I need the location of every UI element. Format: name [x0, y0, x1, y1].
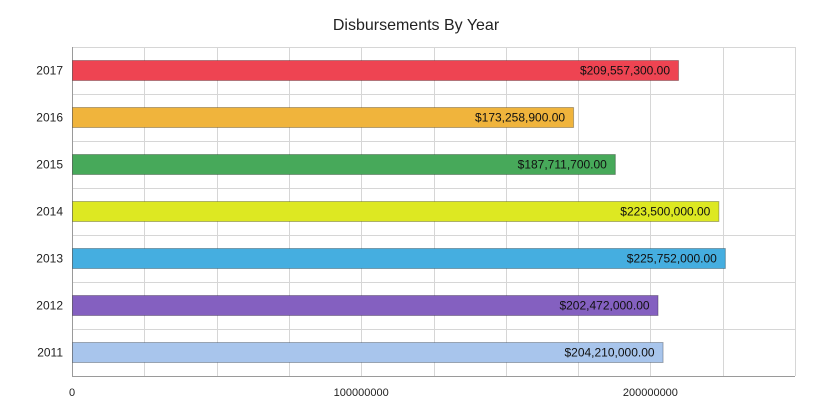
data-label: $209,557,300.00 [580, 64, 670, 78]
bar-2017 [72, 60, 680, 81]
data-label: $173,258,900.00 [475, 111, 565, 125]
bar-2013 [72, 248, 726, 269]
data-label: $187,711,700.00 [518, 158, 608, 172]
y-tick-label: 2011 [37, 346, 63, 360]
data-label: $223,500,000.00 [620, 205, 710, 219]
bar-2016 [72, 107, 575, 128]
x-tick-label: 100000000 [334, 387, 389, 399]
bar-2014 [72, 201, 720, 222]
bar-2012 [72, 295, 659, 316]
y-tick-label: 2016 [36, 111, 63, 125]
data-label: $204,210,000.00 [564, 346, 654, 360]
y-tick-label: 2013 [36, 252, 63, 266]
y-tick-label: 2014 [36, 205, 63, 219]
y-tick-label: 2015 [36, 158, 63, 172]
data-label: $225,752,000.00 [627, 252, 717, 266]
x-tick-label: 200000000 [623, 387, 678, 399]
y-tick-label: 2017 [36, 64, 63, 78]
bar-2015 [72, 154, 616, 175]
bar-2011 [72, 342, 664, 363]
x-tick-label: 0 [69, 387, 75, 399]
chart-title: Disbursements By Year [332, 17, 500, 34]
data-label: $202,472,000.00 [559, 299, 649, 313]
y-tick-label: 2012 [36, 299, 63, 313]
